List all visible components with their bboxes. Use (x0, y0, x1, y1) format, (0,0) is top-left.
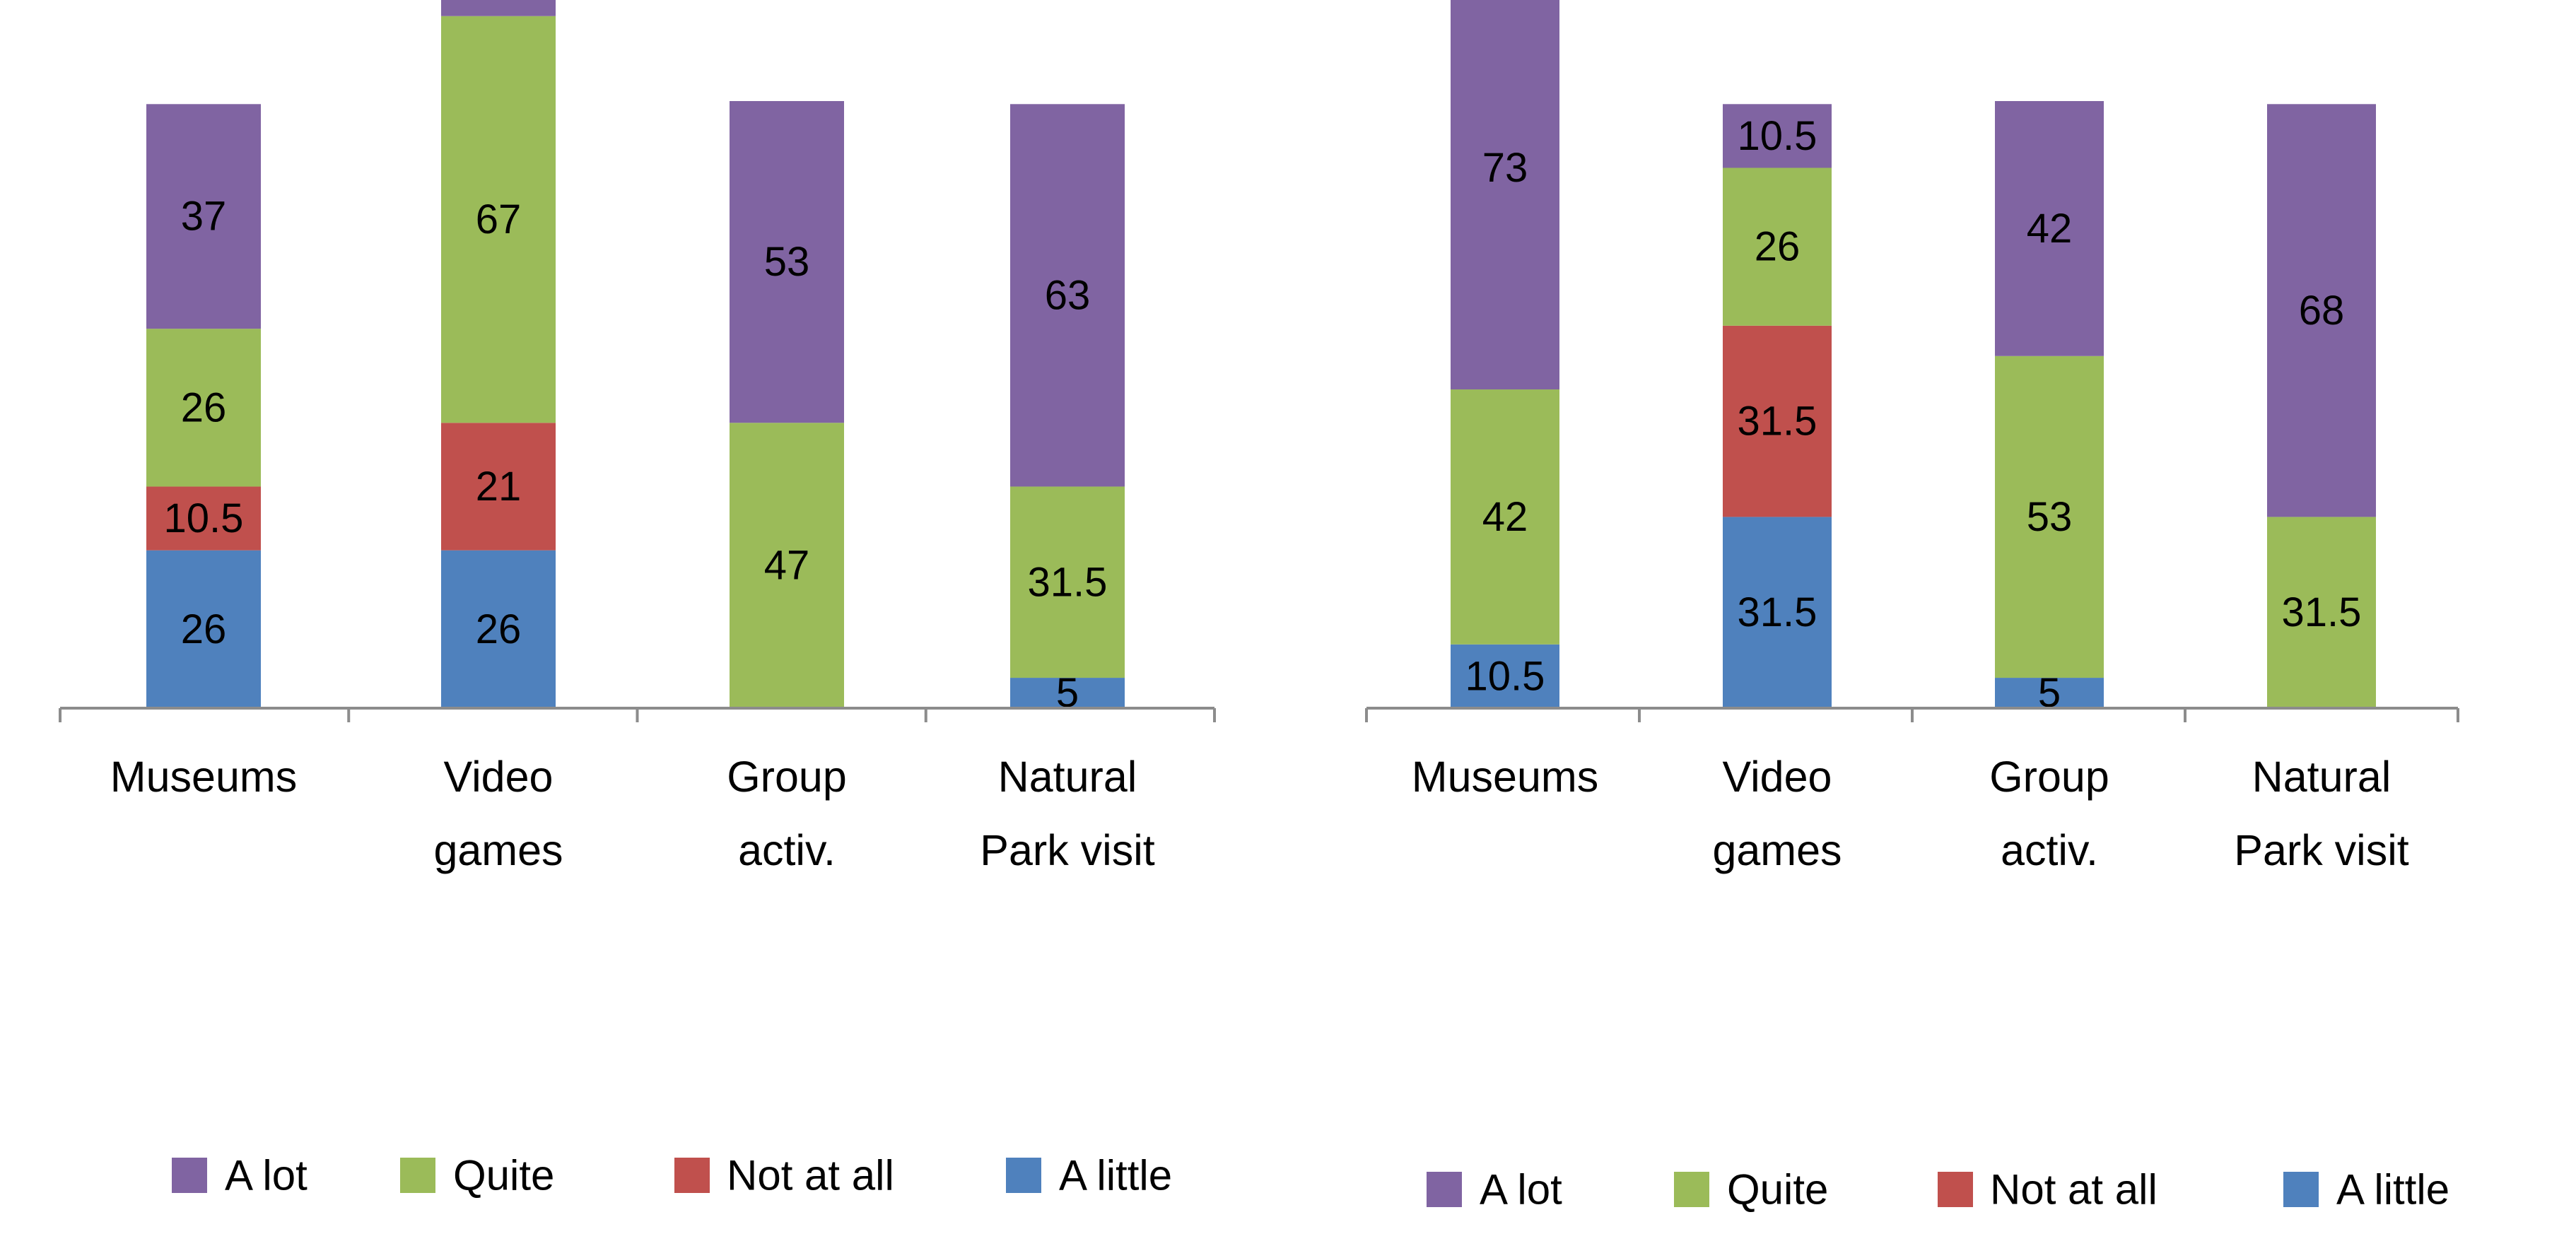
chart-1-bar-video-games-a-little (441, 550, 556, 708)
chart-1-data-label: 26 (181, 606, 227, 652)
chart-1-bar-natural-park-visit-quite (1010, 486, 1125, 678)
chart-1-legend-swatch-quite (400, 1158, 435, 1193)
chart-1-data-label: 67 (476, 196, 522, 242)
chart-1-bar-video-games-a-lot (441, 0, 556, 16)
chart-1-legend-label-a-lot: A lot (225, 1152, 308, 1199)
chart-1-legend-swatch-a-little (1006, 1158, 1041, 1193)
chart-2-data-label: 31.5 (2282, 589, 2362, 635)
chart-1-bar-museums-quite (146, 329, 261, 487)
chart-1-data-label: 47 (764, 543, 810, 589)
chart-2-x-tick-label: Natural Park visit (2234, 753, 2408, 874)
chart-1-bar-natural-park-visit-a-little (1010, 678, 1125, 708)
chart-2-bar-museums-a-lot (1451, 0, 1559, 390)
chart-2-bar-natural-park-visit-quite (2267, 517, 2376, 708)
chart-1-legend-swatch-not-at-all (674, 1158, 710, 1193)
chart-2-bar-group-activ-a-lot (1995, 101, 2104, 356)
chart-2-data-label: 10.5 (1465, 653, 1545, 699)
chart-1-data-label: 53 (764, 239, 810, 285)
chart-1-data-label: 31.5 (1028, 559, 1108, 605)
chart-1-bar-museums-a-lot (146, 104, 261, 329)
chart-1-legend-label-not-at-all: Not at all (727, 1152, 894, 1199)
chart-1-x-tick-label: Video games (433, 753, 563, 874)
chart-2-data-label: 68 (2299, 288, 2345, 334)
chart-2-legend-label-a-little: A little (2336, 1166, 2449, 1213)
chart-1-bar-video-games-quite (441, 16, 556, 423)
chart-2-x-tick-label: Group activ. (1989, 753, 2109, 874)
chart-2-bar-video-games-a-little (1723, 517, 1832, 708)
chart-1-bar-group-activ-quite (730, 423, 844, 708)
chart-2-bar-museums-a-little (1451, 644, 1559, 708)
chart-2-legend-swatch-quite (1674, 1172, 1709, 1207)
chart-2-data-label: 42 (2027, 206, 2073, 252)
chart-1-bar-video-games-not-at-all (441, 423, 556, 551)
chart-1-x-tick-label: Natural Park visit (980, 753, 1154, 874)
chart-2-data-label: 53 (2027, 494, 2073, 540)
chart-2-x-tick-label: Museums (1412, 753, 1598, 801)
chart-2-legend-label-a-lot: A lot (1480, 1166, 1562, 1213)
chart-2-bar-natural-park-visit-a-lot (2267, 104, 2376, 517)
chart-2-legend-swatch-a-lot (1427, 1172, 1462, 1207)
chart-1-data-label: 26 (476, 606, 522, 652)
chart-1-data-label: 37 (181, 194, 227, 240)
chart-2-bar-museums-quite (1451, 389, 1559, 645)
chart-2-bar-video-games-a-lot (1723, 104, 1832, 168)
chart-2-legend-label-not-at-all: Not at all (1990, 1166, 2158, 1213)
chart-2-data-label: 26 (1755, 224, 1801, 270)
chart-2-bar-video-games-quite (1723, 167, 1832, 326)
chart-1-data-label: 21 (476, 464, 522, 510)
chart-1-bar-natural-park-visit-a-lot (1010, 104, 1125, 487)
chart-2-data-label: 31.5 (1738, 589, 1817, 635)
chart-1-x-tick-label: Group activ. (727, 753, 847, 874)
chart-2-legend-swatch-not-at-all (1938, 1172, 1973, 1207)
chart-1-legend-swatch-a-lot (172, 1158, 207, 1193)
chart-2-data-label: 42 (1482, 494, 1528, 540)
chart-1-bar-museums-not-at-all (146, 486, 261, 551)
chart-1-data-label: 26 (181, 384, 227, 430)
chart-1-data-label: 63 (1045, 272, 1091, 318)
chart-1-legend-label-quite: Quite (453, 1152, 554, 1199)
chart-2-bar-video-games-not-at-all (1723, 325, 1832, 517)
chart-2-x-tick-label: Video games (1712, 753, 1842, 874)
chart-2-data-label: 31.5 (1738, 399, 1817, 445)
chart-1-bar-group-activ-a-lot (730, 101, 844, 423)
chart-2-bar-group-activ-a-little (1995, 678, 2104, 708)
chart-1-bar-museums-a-little (146, 550, 261, 708)
chart-1-x-tick-label: Museums (110, 753, 297, 801)
chart-2-legend-label-quite: Quite (1727, 1166, 1828, 1213)
chart-1-data-label: 10.5 (164, 495, 244, 541)
chart-2-legend-swatch-a-little (2283, 1172, 2319, 1207)
chart-1-legend-label-a-little: A little (1059, 1152, 1172, 1199)
chart-2-data-label: 10.5 (1738, 113, 1817, 159)
chart-2-data-label: 73 (1482, 145, 1528, 191)
chart-2-bar-group-activ-quite (1995, 355, 2104, 678)
